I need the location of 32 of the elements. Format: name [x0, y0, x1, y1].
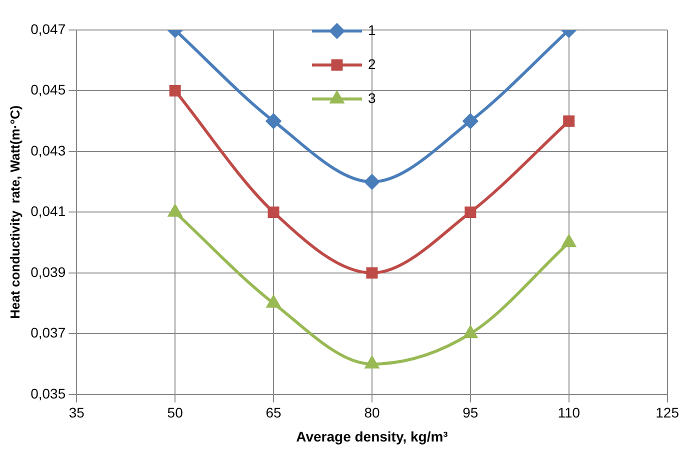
- legend-label: 3: [368, 90, 376, 106]
- point: [268, 206, 280, 218]
- y-axis-title: Heat conductivity rate, Watt(m·°C): [7, 105, 22, 319]
- y-tick-label: 0,043: [30, 142, 66, 158]
- y-tick-label: 0,045: [30, 82, 66, 98]
- point: [364, 174, 380, 190]
- point: [462, 114, 478, 129]
- legend-label: 1: [368, 22, 376, 38]
- y-tick-label: 0,035: [30, 385, 66, 402]
- x-tick-label: 50: [167, 404, 184, 421]
- point: [464, 326, 478, 338]
- point: [464, 206, 476, 218]
- x-axis-title: Average density, kg/m³: [296, 428, 448, 444]
- legend-label: 2: [368, 56, 376, 72]
- x-tick-label: 65: [266, 404, 282, 421]
- y-tick-label: 0,047: [30, 20, 66, 37]
- point: [365, 356, 379, 369]
- point: [168, 204, 182, 217]
- point: [563, 115, 575, 127]
- point: [366, 267, 378, 279]
- x-tick-label: 125: [656, 404, 680, 421]
- y-tick-label: 0,041: [30, 203, 66, 220]
- x-tick-label: 95: [462, 404, 478, 421]
- x-tick-label: 110: [558, 404, 580, 421]
- x-tick-label: 80: [364, 404, 380, 421]
- x-tick-label: 35: [68, 404, 85, 421]
- y-tick-label: 0,037: [30, 324, 66, 341]
- point: [562, 235, 576, 248]
- point: [169, 84, 181, 96]
- point: [266, 296, 280, 308]
- y-tick-label: 0,039: [30, 264, 66, 280]
- point: [266, 114, 282, 129]
